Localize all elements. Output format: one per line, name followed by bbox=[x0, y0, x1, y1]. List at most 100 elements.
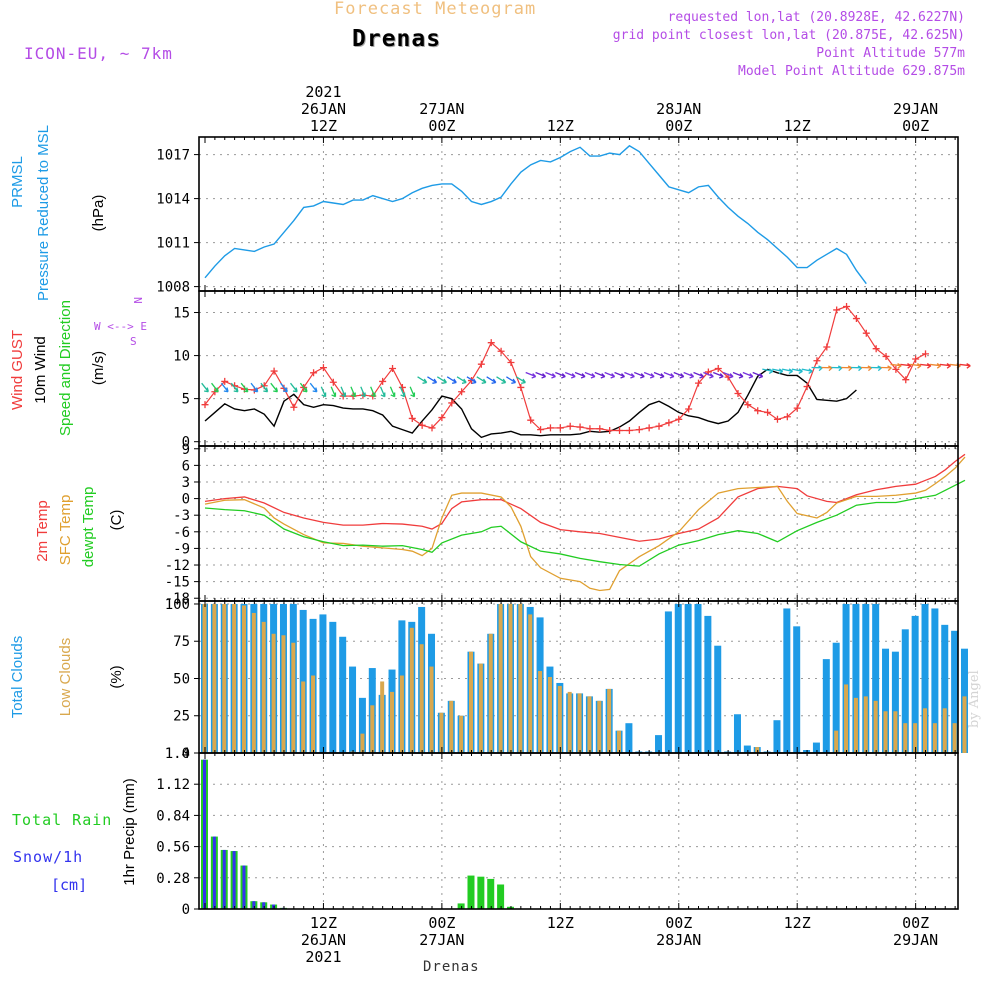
wind-direction-arrow bbox=[831, 365, 843, 372]
y-tick-label: 15 bbox=[173, 306, 190, 322]
y-tick-label: -3 bbox=[173, 508, 190, 524]
wind-gust-point bbox=[487, 339, 495, 347]
wind-direction-arrow bbox=[309, 382, 318, 393]
total-cloud-bar bbox=[674, 603, 682, 753]
total-cloud-bar bbox=[329, 621, 337, 753]
y-tick-label: 1014 bbox=[156, 192, 190, 208]
wind-gust-point bbox=[852, 315, 860, 323]
grid-point-coordinates: grid point closest lon,lat (20.875E, 42.… bbox=[612, 28, 965, 43]
top-time-label: 29JAN bbox=[893, 100, 938, 118]
wind-gust-point bbox=[379, 377, 387, 385]
wind-direction-arrow bbox=[870, 365, 882, 372]
wind-direction-arrow bbox=[417, 376, 428, 384]
wind-direction-arrow bbox=[535, 371, 547, 379]
wind-direction-arrow bbox=[712, 371, 724, 379]
total-cloud-bar bbox=[684, 603, 692, 753]
wind-direction-arrow bbox=[762, 368, 774, 375]
series-line-dewpt-temp bbox=[204, 479, 966, 567]
compass-west-east: W <--> E bbox=[94, 320, 147, 333]
low-cloud-bar bbox=[952, 723, 957, 753]
wind-direction-arrow bbox=[900, 363, 912, 369]
total-cloud-bar bbox=[655, 735, 663, 753]
low-cloud-bar bbox=[617, 730, 622, 753]
y-tick-label: 25 bbox=[173, 709, 190, 725]
wind-gust-point bbox=[566, 422, 574, 430]
y-tick-label: -6 bbox=[173, 525, 190, 541]
panel-frame bbox=[198, 290, 959, 447]
wind-gust-point bbox=[675, 415, 683, 423]
series-line-2m-temp bbox=[204, 453, 966, 542]
clouds-unit-label: (%) bbox=[108, 665, 125, 688]
wind-gust-point bbox=[773, 415, 781, 423]
total-cloud-bar bbox=[901, 629, 909, 753]
total-rain-legend: Total Rain bbox=[12, 811, 112, 829]
model-point-altitude: Model Point Altitude 629.875m bbox=[738, 64, 965, 79]
low-cloud-bar bbox=[241, 605, 246, 753]
wind-direction-arrow bbox=[703, 371, 714, 379]
total-cloud-bar bbox=[951, 630, 959, 753]
wind-direction-arrow bbox=[594, 371, 606, 379]
wind-direction-arrow bbox=[270, 382, 279, 393]
top-time-label: 27JAN bbox=[419, 100, 464, 118]
low-cloud-bar bbox=[893, 711, 898, 753]
rain-bar bbox=[506, 906, 514, 909]
wind-gust-point bbox=[319, 364, 327, 372]
wind-direction-arrow bbox=[752, 371, 764, 379]
y-tick-label: 0.56 bbox=[156, 840, 190, 856]
low-cloud-bar bbox=[587, 696, 592, 753]
wind-gust-point bbox=[537, 426, 545, 434]
rain-bar bbox=[477, 876, 485, 909]
wind-direction-arrow bbox=[673, 371, 685, 379]
low-cloud-bar bbox=[528, 614, 533, 753]
low-cloud-bar bbox=[222, 603, 227, 753]
total-cloud-bar bbox=[625, 723, 633, 753]
wind-gust-point bbox=[458, 388, 466, 396]
top-time-label: 2021 bbox=[305, 83, 341, 101]
panel-frame bbox=[198, 136, 959, 292]
low-cloud-bar bbox=[261, 621, 266, 753]
y-tick-label: 0 bbox=[182, 746, 190, 762]
wind-gust-point bbox=[527, 416, 535, 424]
y-tick-label: 1011 bbox=[156, 236, 190, 252]
low-cloud-bar bbox=[942, 708, 947, 753]
wind-gust-point bbox=[645, 424, 653, 432]
wind-direction-arrow bbox=[949, 363, 961, 369]
low-cloud-bar bbox=[873, 700, 878, 753]
wind-gust-point bbox=[833, 306, 841, 314]
wind-direction-arrow bbox=[851, 365, 863, 372]
low-cloud-bar bbox=[913, 723, 918, 753]
wind-gust-point bbox=[862, 329, 870, 337]
bottom-time-label: 2021 bbox=[305, 948, 341, 966]
low-cloud-bar bbox=[232, 603, 237, 753]
bottom-time-label: 00Z bbox=[428, 914, 455, 932]
wind-direction-arrow bbox=[683, 371, 695, 379]
wind-gust-point bbox=[655, 422, 663, 430]
wind-direction-arrow bbox=[841, 365, 853, 372]
wind-direction-arrow bbox=[289, 382, 298, 393]
y-tick-label: 9 bbox=[182, 442, 190, 458]
bottom-time-label: 12Z bbox=[310, 914, 337, 932]
requested-coordinates: requested lon,lat (20.8928E, 42.6227N) bbox=[667, 10, 965, 25]
wind-direction-arrow bbox=[614, 371, 625, 379]
wind-gust-point bbox=[882, 352, 890, 360]
wind-direction-arrow bbox=[320, 386, 327, 398]
wind-direction-arrow bbox=[230, 382, 239, 393]
wind-direction-arrow bbox=[436, 376, 447, 384]
wind-gust-point bbox=[793, 404, 801, 412]
snow-bar bbox=[222, 849, 226, 909]
wind-direction-arrow bbox=[722, 371, 734, 379]
low-cloud-bar bbox=[903, 723, 908, 753]
rain-bar bbox=[487, 878, 495, 909]
low-cloud-bar bbox=[577, 693, 582, 753]
wind-direction-arrow bbox=[801, 368, 813, 375]
total-cloud-bar bbox=[812, 742, 820, 753]
total-cloud-bar bbox=[921, 603, 929, 753]
total-cloud-bar bbox=[339, 636, 347, 753]
wind-gust-point bbox=[764, 408, 772, 416]
wind-direction-arrow bbox=[250, 382, 259, 393]
wind-gust-point bbox=[892, 365, 900, 373]
low-cloud-bar bbox=[538, 671, 543, 753]
y-tick-label: 5 bbox=[182, 392, 190, 408]
low-cloud-bar bbox=[597, 700, 602, 753]
y-tick-label: -12 bbox=[165, 558, 190, 574]
